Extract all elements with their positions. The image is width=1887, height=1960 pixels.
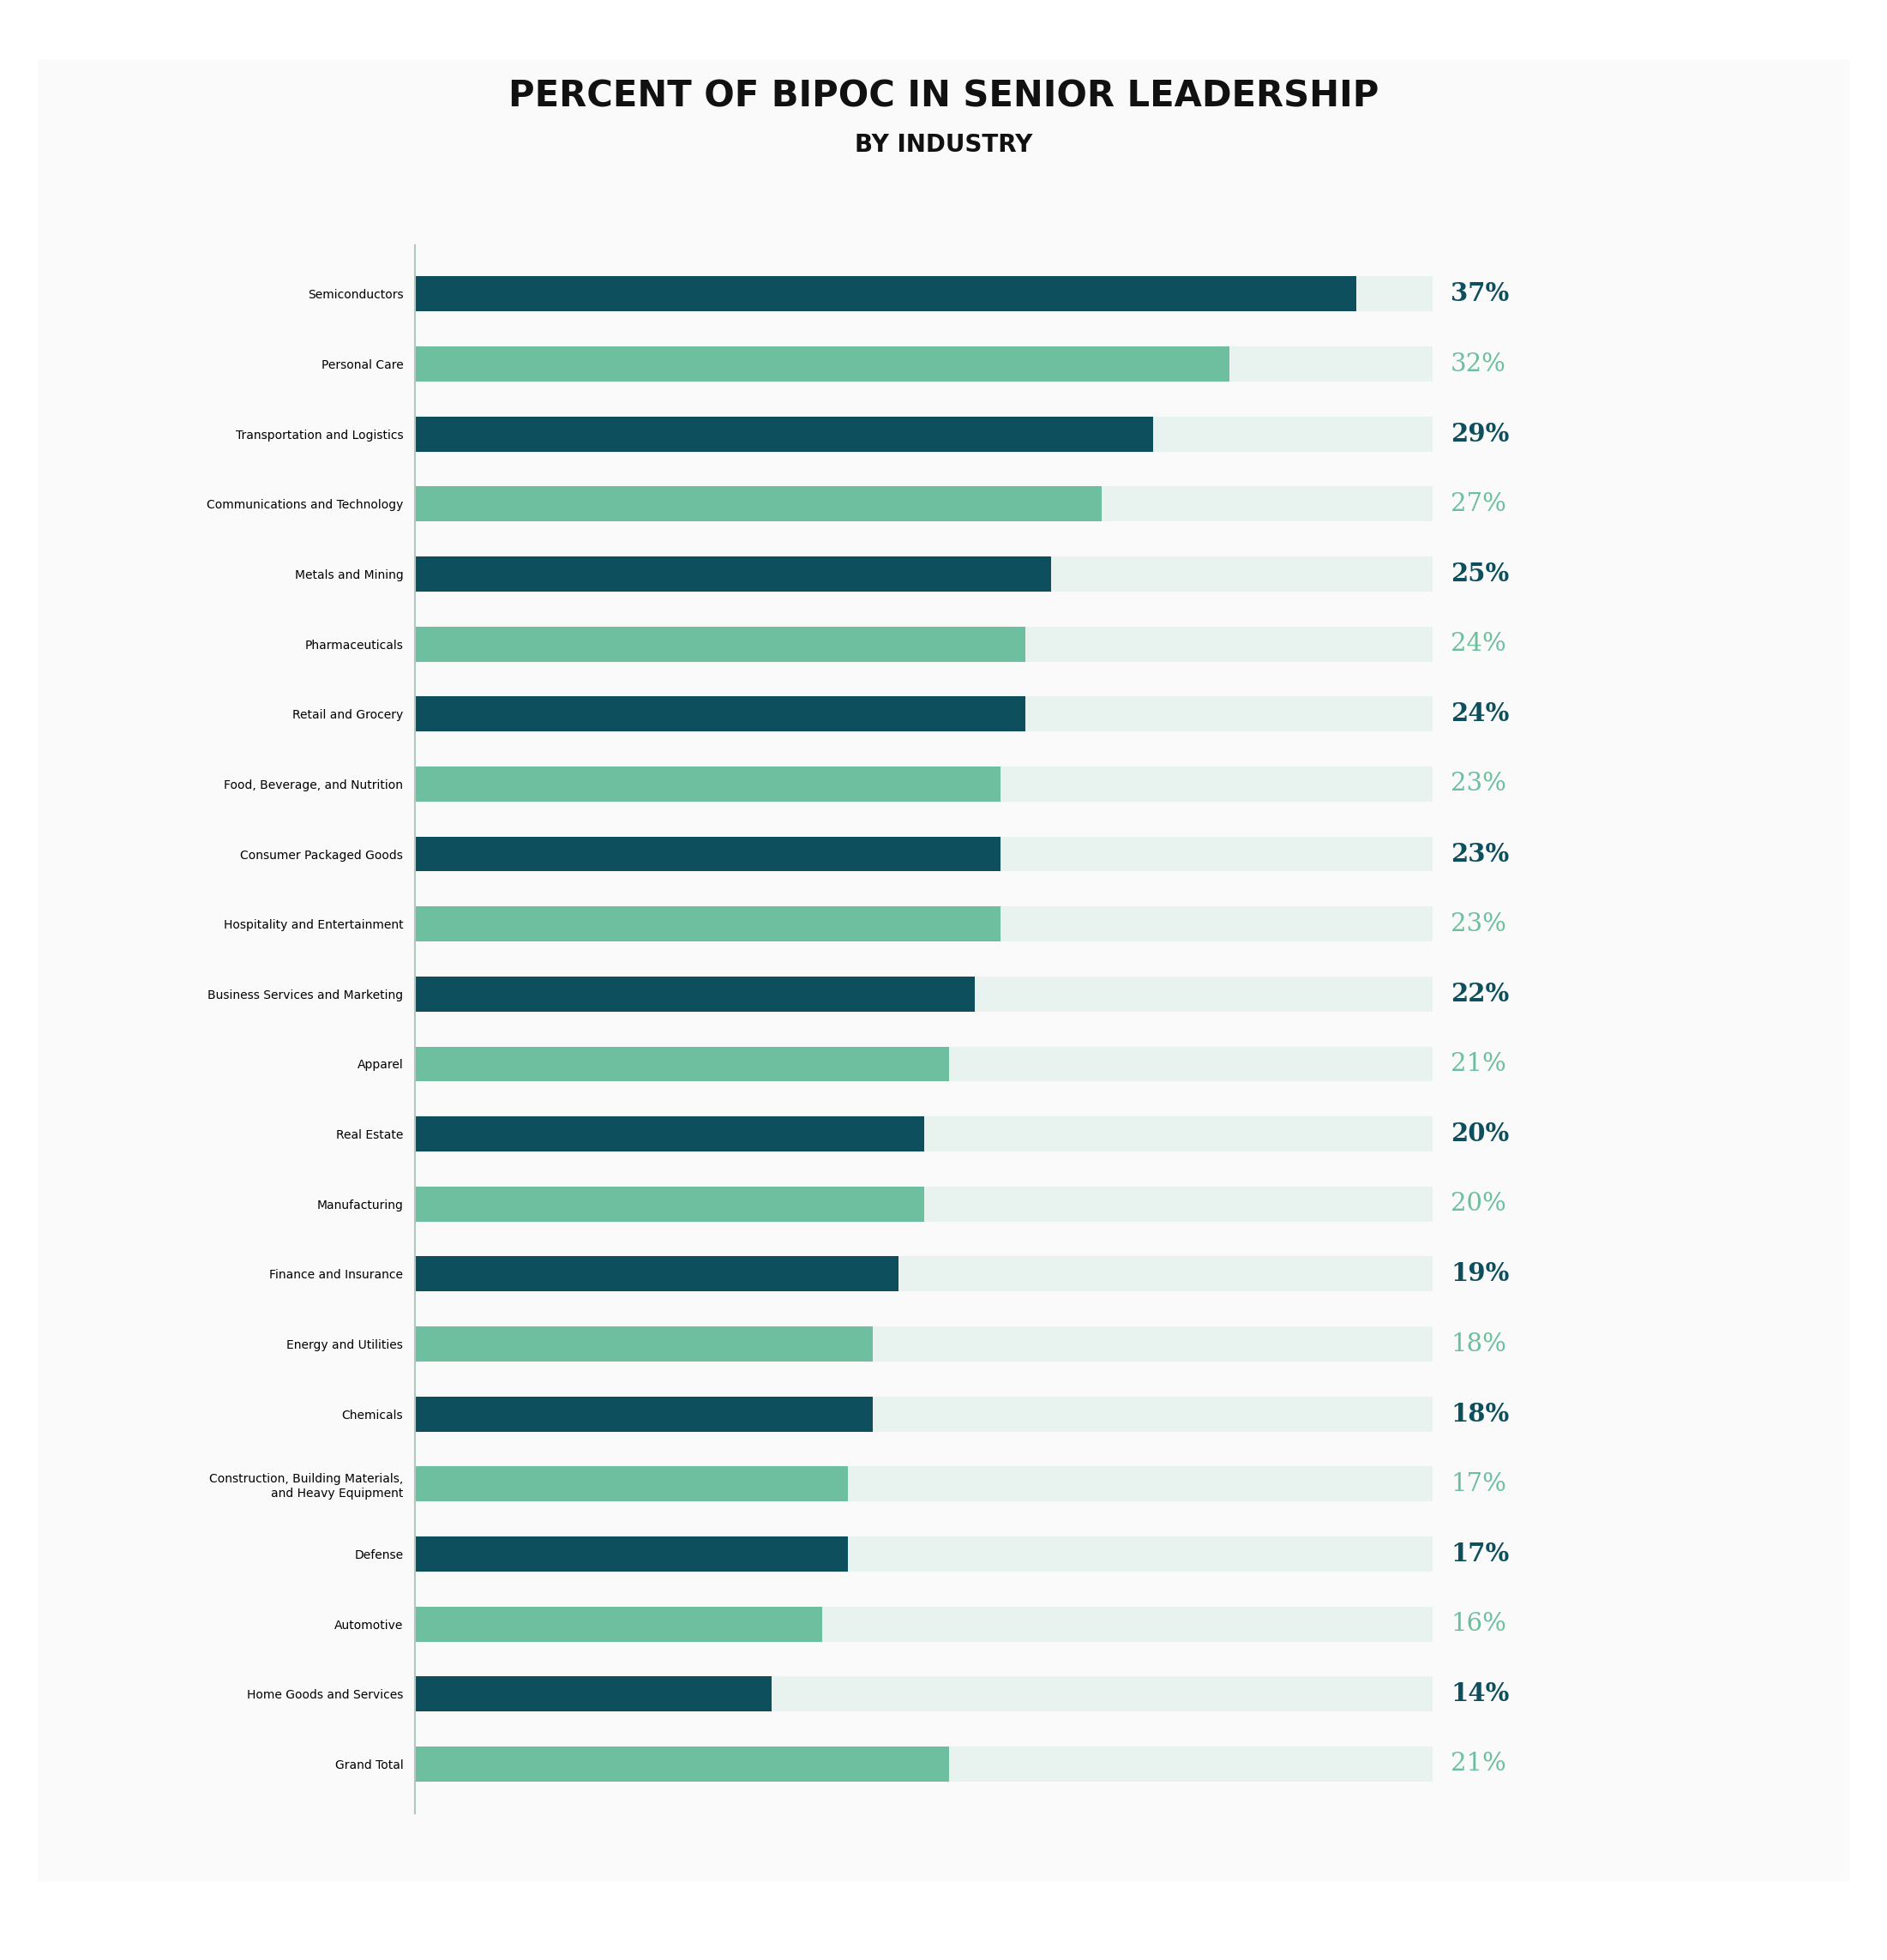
Bar — [415, 696, 1027, 731]
Text: 27%: 27% — [1451, 492, 1506, 515]
Bar — [415, 1186, 925, 1221]
Bar — [415, 276, 1357, 312]
Bar — [415, 276, 1432, 312]
Bar — [415, 417, 1153, 451]
Bar — [415, 837, 1432, 872]
Bar — [415, 1047, 1432, 1082]
Text: 18%: 18% — [1451, 1333, 1506, 1356]
Bar — [415, 1537, 847, 1572]
Text: 37%: 37% — [1451, 282, 1510, 306]
Text: 21%: 21% — [1451, 1053, 1506, 1076]
Text: 23%: 23% — [1451, 841, 1510, 866]
Bar — [415, 417, 1432, 451]
Bar — [415, 837, 1000, 872]
Text: 23%: 23% — [1451, 772, 1506, 796]
Text: 19%: 19% — [1451, 1262, 1510, 1286]
Bar — [415, 906, 1432, 941]
Bar — [415, 1327, 874, 1362]
Bar — [415, 1117, 925, 1151]
Text: 21%: 21% — [1451, 1752, 1506, 1776]
Bar — [415, 766, 1000, 802]
Text: 22%: 22% — [1451, 982, 1510, 1005]
Bar — [415, 1396, 1432, 1431]
Text: 16%: 16% — [1451, 1611, 1506, 1637]
Bar — [415, 1256, 1432, 1292]
Bar — [415, 906, 1000, 941]
Bar — [415, 1746, 1432, 1782]
Bar — [415, 1607, 823, 1642]
Bar — [415, 1117, 1432, 1151]
Text: BY INDUSTRY: BY INDUSTRY — [855, 133, 1032, 157]
Bar — [415, 1676, 1432, 1711]
Bar — [415, 1186, 1432, 1221]
Bar — [415, 1607, 1432, 1642]
Bar — [415, 486, 1432, 521]
Bar — [415, 1676, 772, 1711]
Bar — [415, 557, 1432, 592]
Text: business.com: business.com — [1679, 1917, 1802, 1933]
Text: 14%: 14% — [1451, 1682, 1510, 1707]
Bar — [415, 1396, 874, 1431]
Text: PERCENT OF BIPOC IN SENIOR LEADERSHIP: PERCENT OF BIPOC IN SENIOR LEADERSHIP — [508, 78, 1379, 114]
Bar — [415, 486, 1102, 521]
Bar — [415, 557, 1051, 592]
Bar — [415, 347, 1228, 382]
Bar — [415, 627, 1432, 662]
Bar — [415, 627, 1027, 662]
Text: 23%: 23% — [1451, 911, 1506, 937]
Text: 25%: 25% — [1451, 563, 1510, 586]
Text: 17%: 17% — [1451, 1472, 1506, 1495]
Text: 29%: 29% — [1451, 421, 1510, 447]
Bar — [415, 347, 1432, 382]
Text: 20%: 20% — [1451, 1121, 1510, 1147]
Bar — [415, 1466, 847, 1501]
Bar — [415, 766, 1432, 802]
Bar — [415, 1047, 949, 1082]
Bar — [415, 1746, 949, 1782]
Text: 18%: 18% — [1451, 1401, 1510, 1427]
Bar — [415, 1466, 1432, 1501]
Bar — [415, 1327, 1432, 1362]
Text: 17%: 17% — [1451, 1543, 1510, 1566]
Text: 24%: 24% — [1451, 702, 1510, 727]
FancyBboxPatch shape — [38, 59, 1849, 1882]
Bar — [415, 1537, 1432, 1572]
Bar — [415, 1256, 898, 1292]
Bar — [415, 696, 1432, 731]
Text: 32%: 32% — [1451, 353, 1506, 376]
Text: 24%: 24% — [1451, 631, 1506, 657]
Bar — [415, 976, 1432, 1011]
Text: 20%: 20% — [1451, 1192, 1506, 1215]
Bar — [415, 976, 976, 1011]
